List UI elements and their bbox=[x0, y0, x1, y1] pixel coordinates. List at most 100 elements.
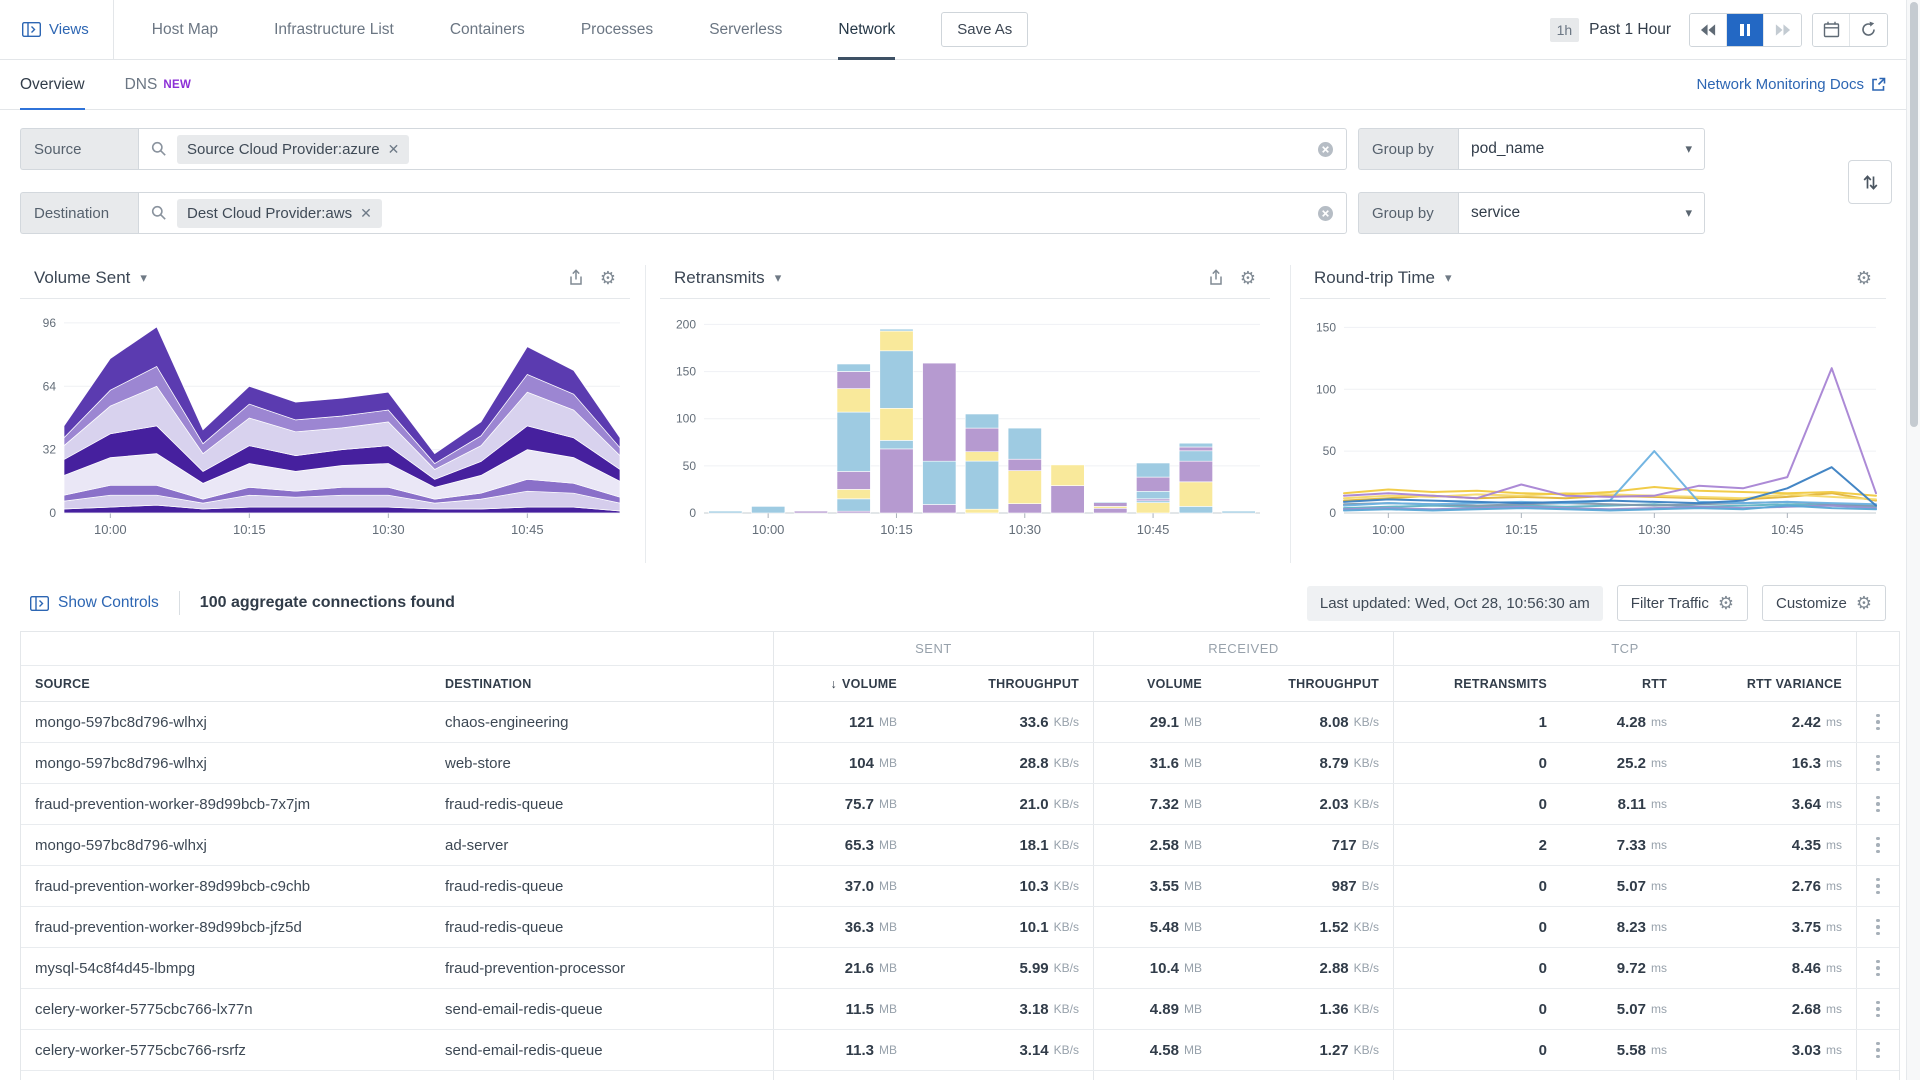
column-rtt[interactable]: RTT bbox=[1561, 666, 1681, 701]
column-received-throughput[interactable]: THROUGHPUT bbox=[1216, 666, 1393, 701]
cell-received-volume: 4.58MB bbox=[1093, 1030, 1216, 1070]
remove-pill-icon[interactable]: ✕ bbox=[388, 141, 400, 158]
filter-traffic-button[interactable]: Filter Traffic ⚙ bbox=[1617, 585, 1748, 621]
table-row[interactable]: fraud-prevention-worker-89d99bcb-7x7jmfr… bbox=[21, 784, 1899, 825]
cell-destination[interactable]: send-email-redis-queue bbox=[431, 1030, 773, 1070]
cell-destination[interactable]: fraud-redis-queue bbox=[431, 907, 773, 947]
cell-destination[interactable]: ad-server bbox=[431, 825, 773, 865]
views-button[interactable]: Views bbox=[22, 21, 89, 38]
cell-destination[interactable]: fraud-redis-queue bbox=[431, 866, 773, 906]
row-menu-icon[interactable] bbox=[1876, 714, 1880, 731]
column-destination[interactable]: DESTINATION bbox=[431, 666, 773, 701]
cell-source[interactable]: fraud-prevention-worker-89d99bcb-c9chb bbox=[21, 866, 431, 906]
show-controls-button[interactable]: Show Controls bbox=[30, 594, 159, 612]
row-menu-icon[interactable] bbox=[1876, 919, 1880, 936]
save-as-button[interactable]: Save As bbox=[941, 12, 1028, 47]
traffic-filters: Source Source Cloud Provider:azure ✕ Gro… bbox=[0, 110, 1906, 257]
cell-destination[interactable]: web-store bbox=[431, 743, 773, 783]
row-menu-icon[interactable] bbox=[1876, 796, 1880, 813]
round-trip-time-chart[interactable]: 05010015010:0010:1510:3010:45 bbox=[1300, 299, 1886, 549]
time-forward-button[interactable] bbox=[1764, 14, 1801, 46]
export-icon[interactable] bbox=[568, 269, 584, 286]
table-row[interactable]: mongo-597bc8d796-wlhxjad-server65.3MB18.… bbox=[21, 825, 1899, 866]
nav-item-infrastructure-list[interactable]: Infrastructure List bbox=[274, 0, 394, 60]
cell-sent-throughput: 28.8KB/s bbox=[911, 743, 1093, 783]
destination-search-input[interactable]: Dest Cloud Provider:aws ✕ bbox=[138, 192, 1347, 234]
cell-source[interactable]: fraud-prevention-worker-89d99bcb-jfz5d bbox=[21, 907, 431, 947]
pause-button[interactable] bbox=[1727, 14, 1764, 46]
row-menu-icon[interactable] bbox=[1876, 837, 1880, 854]
row-menu-icon[interactable] bbox=[1876, 1042, 1880, 1059]
table-row[interactable]: celery-worker-5775cbc766-lx77nsend-email… bbox=[21, 989, 1899, 1030]
cell-source[interactable]: mongo-597bc8d796-wlhxj bbox=[21, 743, 431, 783]
column-received-volume[interactable]: VOLUME bbox=[1093, 666, 1216, 701]
page-scrollbar[interactable] bbox=[1906, 0, 1920, 1080]
destination-filter-pill[interactable]: Dest Cloud Provider:aws ✕ bbox=[177, 199, 382, 228]
round-trip-time-metric-selector[interactable]: Round-trip Time ▾ bbox=[1314, 268, 1451, 288]
volume-sent-metric-selector[interactable]: Volume Sent ▾ bbox=[34, 268, 147, 288]
retransmits-chart[interactable]: 05010015020010:0010:1510:3010:45 bbox=[660, 299, 1270, 549]
cell-source[interactable]: celery-worker-5775cbc766-rsrfz bbox=[21, 1030, 431, 1070]
cell-destination[interactable]: send-email-redis-queue bbox=[431, 989, 773, 1029]
source-filter-pill[interactable]: Source Cloud Provider:azure ✕ bbox=[177, 135, 409, 164]
new-badge: NEW bbox=[163, 79, 191, 91]
refresh-button[interactable] bbox=[1850, 14, 1887, 46]
table-row[interactable]: mongo-597bc8d796-wlhxjweb-store104MB28.8… bbox=[21, 743, 1899, 784]
table-row[interactable]: mongo-597bc8d796-wlhxjchaos-engineering1… bbox=[21, 702, 1899, 743]
connections-table: SENT RECEIVED TCP SOURCE DESTINATION ↓ V… bbox=[20, 631, 1900, 1080]
cell-received-volume: 29.1MB bbox=[1093, 702, 1216, 742]
nav-item-network-active[interactable]: Network bbox=[838, 0, 895, 60]
clear-destination-filter-icon[interactable] bbox=[1317, 205, 1334, 222]
source-group-by-select[interactable]: pod_name ▾ bbox=[1458, 128, 1705, 170]
destination-group-by-select[interactable]: service ▾ bbox=[1458, 192, 1705, 234]
nav-item-host-map[interactable]: Host Map bbox=[152, 0, 218, 60]
nav-item-processes[interactable]: Processes bbox=[581, 0, 653, 60]
column-sent-throughput[interactable]: THROUGHPUT bbox=[911, 666, 1093, 701]
swap-source-destination-button[interactable] bbox=[1848, 160, 1892, 204]
nav-item-containers[interactable]: Containers bbox=[450, 0, 525, 60]
cell-source[interactable]: fraud-prevention-worker-89d99bcb-7x7jm bbox=[21, 784, 431, 824]
cell-destination[interactable]: chaos-engineering bbox=[431, 702, 773, 742]
row-menu-icon[interactable] bbox=[1876, 1001, 1880, 1018]
svg-text:0: 0 bbox=[1329, 506, 1336, 520]
table-group-header: SENT RECEIVED TCP bbox=[21, 632, 1899, 666]
clear-source-filter-icon[interactable] bbox=[1317, 141, 1334, 158]
retransmits-metric-selector[interactable]: Retransmits ▾ bbox=[674, 268, 781, 288]
calendar-button[interactable] bbox=[1813, 14, 1850, 46]
column-sent-volume[interactable]: ↓ VOLUME bbox=[773, 666, 911, 701]
network-monitoring-docs-link[interactable]: Network Monitoring Docs bbox=[1696, 76, 1886, 93]
cell-source[interactable]: mysql-54c8f4d45-lbmpg bbox=[21, 948, 431, 988]
nav-item-serverless[interactable]: Serverless bbox=[709, 0, 782, 60]
gear-icon[interactable]: ⚙ bbox=[600, 269, 616, 287]
table-row[interactable]: fraud-prevention-worker-89d99bcb-c9chbfr… bbox=[21, 866, 1899, 907]
table-row[interactable]: fraud-prevention-worker-89d99bcb-jfz5dfr… bbox=[21, 907, 1899, 948]
column-source[interactable]: SOURCE bbox=[21, 666, 431, 701]
customize-button[interactable]: Customize ⚙ bbox=[1762, 585, 1886, 621]
row-menu-icon[interactable] bbox=[1876, 878, 1880, 895]
cell-destination[interactable]: fraud-redis-queue bbox=[431, 784, 773, 824]
column-rtt-variance[interactable]: RTT VARIANCE bbox=[1681, 666, 1856, 701]
time-backward-button[interactable] bbox=[1690, 14, 1727, 46]
cell-source[interactable]: mongo-597bc8d796-wlhxj bbox=[21, 825, 431, 865]
tab-dns[interactable]: DNS NEW bbox=[125, 60, 192, 110]
source-search-input[interactable]: Source Cloud Provider:azure ✕ bbox=[138, 128, 1347, 170]
cell-retransmits: 2 bbox=[1393, 825, 1561, 865]
tab-overview[interactable]: Overview bbox=[20, 60, 85, 110]
gear-icon[interactable]: ⚙ bbox=[1240, 269, 1256, 287]
table-column-header: SOURCE DESTINATION ↓ VOLUME THROUGHPUT V… bbox=[21, 666, 1899, 702]
cell-received-throughput: 8.79KB/s bbox=[1216, 743, 1393, 783]
row-menu-icon[interactable] bbox=[1876, 960, 1880, 977]
cell-source[interactable]: mongo-597bc8d796-wlhxj bbox=[21, 702, 431, 742]
table-row[interactable]: mysql-54c8f4d45-lbmpgfraud-prevention-pr… bbox=[21, 948, 1899, 989]
cell-destination[interactable]: fraud-prevention-processor bbox=[431, 948, 773, 988]
gear-icon[interactable]: ⚙ bbox=[1856, 269, 1872, 287]
scrollbar-thumb[interactable] bbox=[1910, 2, 1918, 427]
column-retransmits[interactable]: RETRANSMITS bbox=[1393, 666, 1561, 701]
volume-sent-chart[interactable]: 032649610:0010:1510:3010:45 bbox=[20, 299, 630, 549]
cell-sent-volume: 75.7MB bbox=[773, 784, 911, 824]
export-icon[interactable] bbox=[1208, 269, 1224, 286]
row-menu-icon[interactable] bbox=[1876, 755, 1880, 772]
cell-source[interactable]: celery-worker-5775cbc766-lx77n bbox=[21, 989, 431, 1029]
remove-pill-icon[interactable]: ✕ bbox=[360, 205, 372, 222]
table-row[interactable]: celery-worker-5775cbc766-rsrfzsend-email… bbox=[21, 1030, 1899, 1071]
